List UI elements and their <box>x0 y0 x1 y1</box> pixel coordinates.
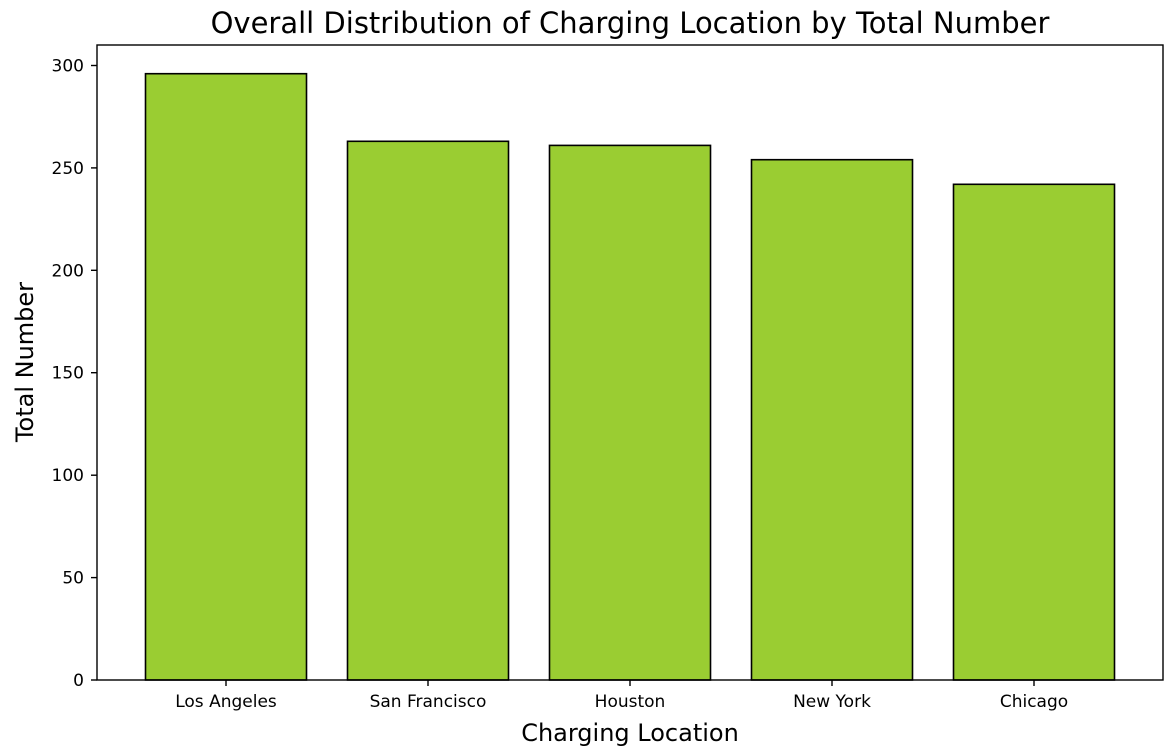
y-axis-ticks: 0 50 100 150 200 250 300 <box>52 57 97 691</box>
x-tick-label: Chicago <box>1000 692 1068 712</box>
x-axis-label: Charging Location <box>521 719 739 747</box>
x-axis-ticks: Los Angeles San Francisco Houston New York C… <box>175 680 1068 712</box>
y-tick-label: 50 <box>62 569 84 589</box>
y-tick-label: 150 <box>52 364 84 384</box>
bar-new-york <box>750 158 914 681</box>
bar-san-francisco <box>346 140 510 681</box>
x-tick-label: New York <box>793 692 871 712</box>
y-tick-label: 0 <box>73 671 84 691</box>
bars-layer <box>144 72 1116 681</box>
bar-chicago <box>952 183 1116 681</box>
y-tick-label: 250 <box>52 159 84 179</box>
y-tick-label: 200 <box>52 261 84 281</box>
y-tick-label: 300 <box>52 57 84 77</box>
x-tick-label: San Francisco <box>370 692 487 712</box>
chart-title: Overall Distribution of Charging Locatio… <box>211 6 1050 40</box>
x-tick-label: Los Angeles <box>175 692 277 712</box>
y-tick-label: 100 <box>52 466 84 486</box>
plot-frame <box>96 44 1164 681</box>
bar-los-angeles <box>144 72 308 681</box>
bar-houston <box>548 144 712 681</box>
y-axis-label: Total Number <box>11 282 39 443</box>
x-tick-label: Houston <box>595 692 666 712</box>
